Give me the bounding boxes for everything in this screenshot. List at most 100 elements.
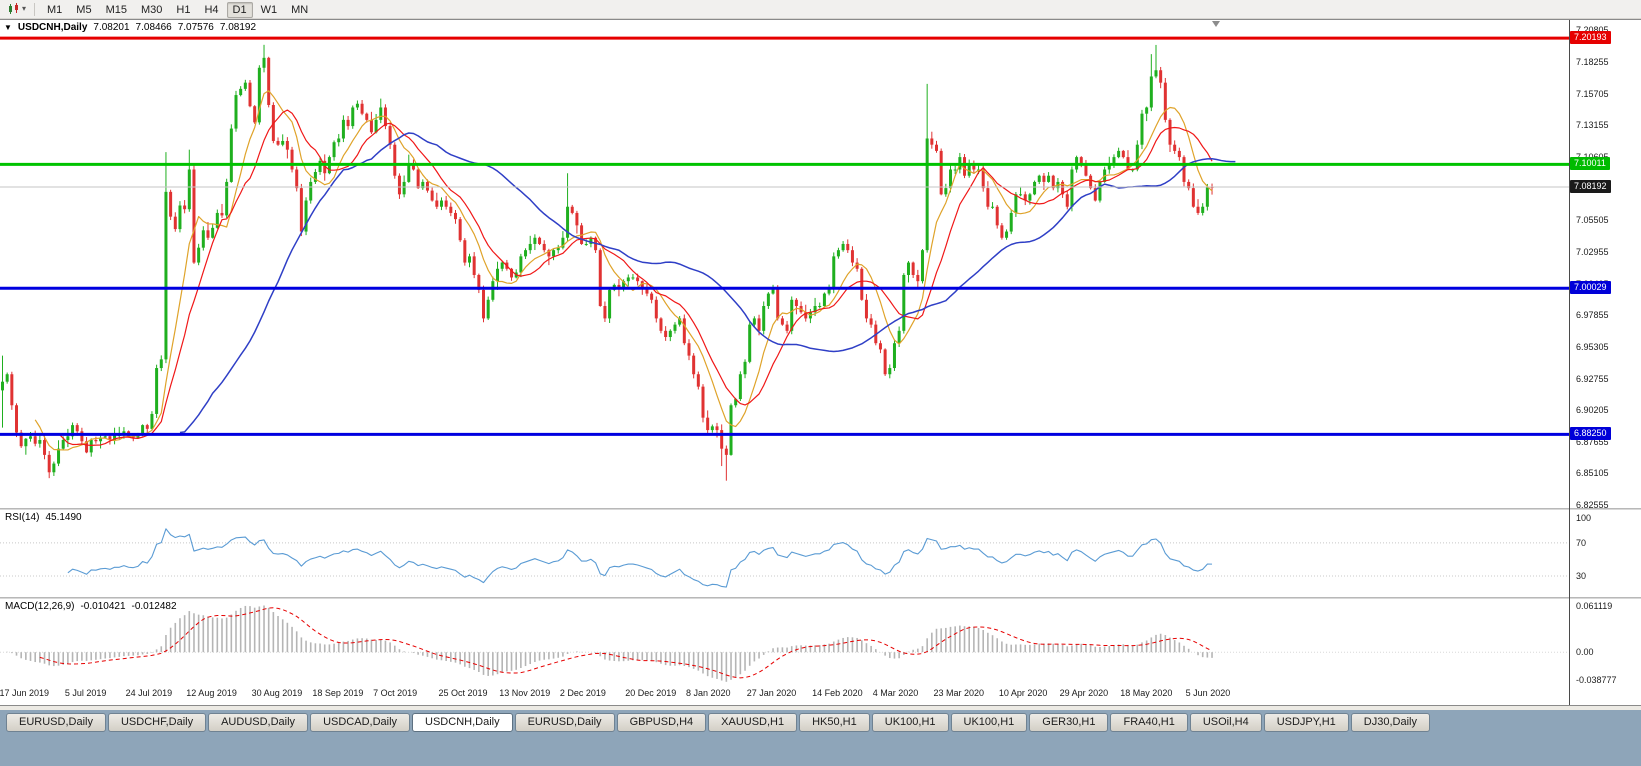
window-filler [0, 706, 1641, 710]
date-axis-label: 25 Oct 2019 [438, 688, 488, 698]
timeframe-button-M5[interactable]: M5 [76, 4, 92, 16]
chart-window: ▼ USDCNH,Daily 7.08201 7.08466 7.07576 7… [0, 19, 1641, 706]
chart-type-dropdown[interactable]: ▾ [4, 2, 29, 17]
rsi-name: RSI(14) [5, 512, 40, 523]
rsi-axis-label: 70 [1576, 537, 1587, 548]
timeframe-button-H4[interactable]: H4 [204, 4, 219, 16]
chart-tab-GER30-H1-11[interactable]: GER30,H1 [1029, 713, 1109, 732]
toolbar-separator [34, 2, 36, 16]
price-badge-support-line-7-00: 7.00029 [1570, 281, 1611, 295]
macd-axis-label: 0.061119 [1576, 601, 1613, 611]
price-axis-label: 6.85105 [1576, 468, 1609, 479]
timeframe-button-W1[interactable]: W1 [260, 4, 278, 16]
chart-tab-DJ30-Daily-15[interactable]: DJ30,Daily [1350, 713, 1430, 732]
price-axis-label: 7.20805 [1576, 25, 1609, 35]
chart-tab-XAUUSD-H1-7[interactable]: XAUUSD,H1 [708, 713, 798, 732]
chart-bottom-border [0, 705, 1641, 706]
timeframe-button-M1[interactable]: M1 [47, 4, 63, 16]
date-axis-label: 27 Jan 2020 [746, 688, 797, 698]
price-chart-canvas[interactable] [0, 20, 1569, 508]
chart-tab-AUDUSD-Daily-2[interactable]: AUDUSD,Daily [208, 713, 309, 732]
macd-main-value: -0.010421 [80, 601, 126, 612]
chart-tabs: EURUSD,Daily USDCHF,Daily AUDUSD,Daily USDC… [6, 713, 1641, 732]
chart-tab-USOil-H4-13[interactable]: USOil,H4 [1189, 713, 1262, 732]
quote-open: 7.08201 [93, 22, 130, 33]
price-badge-bid-price-line: 7.08192 [1570, 179, 1611, 193]
chart-tab-EURUSD-Daily-5[interactable]: EURUSD,Daily [514, 713, 615, 732]
rsi-pane-canvas[interactable] [0, 510, 1569, 597]
date-axis-label: 7 Oct 2019 [373, 688, 418, 698]
chart-tab-USDCHF-Daily-1[interactable]: USDCHF,Daily [107, 713, 207, 732]
date-axis-label: 18 May 2020 [1120, 688, 1173, 698]
timeframe-button-H1[interactable]: H1 [176, 4, 191, 16]
chart-tab-USDJPY-H1-14[interactable]: USDJPY,H1 [1263, 713, 1349, 732]
date-axis-label: 18 Sep 2019 [312, 688, 364, 698]
chart-title: ▼ USDCNH,Daily 7.08201 7.08466 7.07576 7… [4, 22, 256, 33]
price-axis-label: 7.15705 [1576, 88, 1609, 99]
timeframe-button-MN[interactable]: MN [291, 4, 309, 16]
chart-shift-marker[interactable] [1212, 21, 1220, 27]
quote-high: 7.08466 [135, 22, 172, 33]
chart-tab-bar: EURUSD,Daily USDCHF,Daily AUDUSD,Daily USDC… [0, 710, 1641, 766]
timeframe-buttons: M1 M5 M15 M30 H1 H4 D1 W1 MN [40, 0, 315, 18]
date-axis-label: 5 Jul 2019 [64, 688, 107, 698]
price-axis-label: 6.97855 [1576, 310, 1609, 321]
macd-name: MACD(12,26,9) [5, 601, 75, 612]
candles-layer [1, 44, 1214, 481]
chart-tab-USDCNH-Daily-4[interactable]: USDCNH,Daily [412, 713, 513, 732]
ma-slow [179, 132, 1236, 434]
symbol-name: USDCNH,Daily [17, 22, 88, 33]
chevron-down-icon: ▾ [22, 4, 27, 13]
price-badge-resistance-line: 7.20193 [1570, 31, 1611, 45]
chart-tab-FRA40-H1-12[interactable]: FRA40,H1 [1110, 713, 1188, 732]
price-axis-label: 7.05505 [1576, 215, 1609, 226]
chart-tab-EURUSD-Daily-0[interactable]: EURUSD,Daily [6, 713, 106, 732]
price-axis-label: 7.18255 [1576, 57, 1609, 68]
chart-tab-GBPUSD-H4-6[interactable]: GBPUSD,H4 [616, 713, 707, 732]
ma-mid [58, 109, 1213, 446]
rsi-levels [0, 542, 1569, 577]
pane-separator[interactable] [0, 597, 1641, 599]
date-axis-label: 5 Jun 2020 [1185, 688, 1231, 698]
macd-pane-canvas[interactable] [0, 599, 1569, 686]
date-axis-label: 29 Apr 2020 [1059, 688, 1109, 698]
macd-indicator-label: MACD(12,26,9) -0.010421 -0.012482 [5, 601, 177, 612]
date-axis-label: 17 Jun 2019 [0, 688, 50, 698]
macd-signal-value: -0.012482 [131, 601, 177, 612]
price-axis-label: 7.10605 [1576, 152, 1609, 162]
price-badge-round-level-line: 7.10011 [1570, 157, 1610, 171]
price-axis-label: 7.02955 [1576, 246, 1609, 257]
chart-tab-UK100-H1-9[interactable]: UK100,H1 [871, 713, 949, 732]
timeframe-button-M30[interactable]: M30 [140, 4, 163, 16]
macd-histogram [6, 605, 1213, 682]
chart-tab-HK50-H1-8[interactable]: HK50,H1 [799, 713, 870, 732]
date-axis-label: 20 Dec 2019 [625, 688, 677, 698]
date-axis-label: 4 Mar 2020 [872, 688, 919, 698]
ma-fast [34, 90, 1213, 451]
macd-axis-label: 0.00 [1576, 647, 1594, 658]
date-axis-label: 14 Feb 2020 [812, 688, 863, 698]
date-axis-label: 24 Jul 2019 [125, 688, 173, 698]
timeframe-button-D1[interactable]: D1 [226, 2, 253, 18]
price-badge-support-line-6-88: 6.88250 [1570, 427, 1611, 441]
macd-signal-line [39, 607, 1213, 679]
price-axis-label: 6.92755 [1576, 373, 1609, 384]
rsi-line [67, 528, 1213, 588]
chart-tab-UK100-H1-10[interactable]: UK100,H1 [950, 713, 1028, 732]
date-axis-label: 12 Aug 2019 [186, 688, 237, 698]
price-axis-label: 6.95305 [1576, 341, 1609, 352]
quote-close: 7.08192 [219, 22, 257, 33]
rsi-indicator-label: RSI(14) 45.1490 [5, 512, 82, 523]
price-axis-label: 6.90205 [1576, 405, 1609, 416]
date-axis-label: 13 Nov 2019 [499, 688, 551, 698]
rsi-value: 45.1490 [45, 512, 82, 523]
symbol-dropdown-icon[interactable]: ▼ [4, 23, 12, 32]
candlestick-chart-icon [9, 2, 18, 14]
date-axis-label: 10 Apr 2020 [998, 688, 1048, 698]
chart-tab-USDCAD-Daily-3[interactable]: USDCAD,Daily [310, 713, 411, 732]
pane-separator[interactable] [0, 508, 1641, 510]
macd-axis-label: -0.038777 [1576, 675, 1617, 685]
price-axis-label: 6.87655 [1576, 436, 1609, 447]
timeframe-button-M15[interactable]: M15 [105, 4, 127, 16]
